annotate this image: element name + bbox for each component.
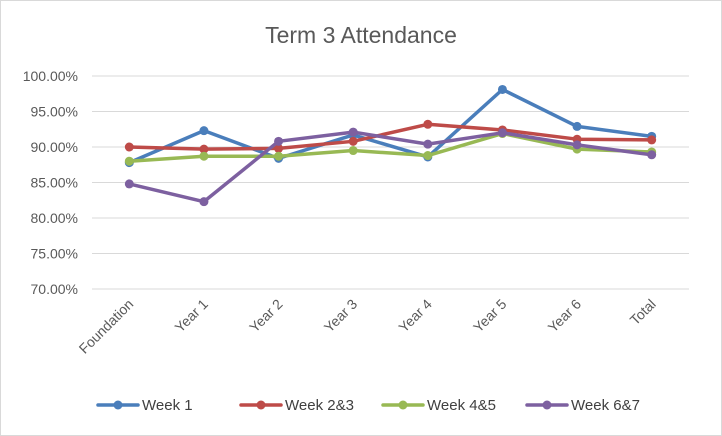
legend-marker xyxy=(256,400,266,410)
legend-marker xyxy=(113,400,123,410)
legend-marker xyxy=(398,400,408,410)
legend-item: Week 6&7 xyxy=(525,397,640,414)
legend-label: Week 1 xyxy=(142,397,193,414)
x-tick-label: Year 5 xyxy=(470,296,510,336)
data-point xyxy=(647,135,657,145)
data-point xyxy=(497,84,507,94)
data-point xyxy=(199,151,209,161)
data-point xyxy=(199,197,209,207)
legend-label: Week 2&3 xyxy=(285,397,354,414)
x-tick-label: Year 4 xyxy=(395,296,435,336)
y-tick-label: 95.00% xyxy=(31,104,78,120)
legend-label: Week 6&7 xyxy=(571,397,640,414)
y-tick-label: 90.00% xyxy=(31,139,78,155)
legend-item: Week 2&3 xyxy=(239,397,354,414)
data-point xyxy=(199,144,209,154)
data-point xyxy=(423,151,433,161)
data-point xyxy=(124,179,134,189)
data-point xyxy=(497,128,507,138)
series-line xyxy=(127,87,654,165)
data-point xyxy=(274,143,284,153)
series-lines xyxy=(124,84,657,207)
data-point xyxy=(274,151,284,161)
legend: Week 1 Week 2&3 Week 4&5 Week 6&7 xyxy=(96,397,640,414)
data-point xyxy=(423,119,433,129)
legend-marker xyxy=(542,400,552,410)
x-axis-labels: Foundation Year 1 Year 2 Year 3 Year 4 Year 5… xyxy=(76,296,659,357)
data-point xyxy=(274,136,284,146)
x-tick-label: Year 2 xyxy=(246,296,286,336)
legend-item: Week 4&5 xyxy=(381,397,496,414)
data-point xyxy=(348,127,358,137)
chart-title: Term 3 Attendance xyxy=(265,22,457,48)
y-tick-label: 85.00% xyxy=(31,175,78,191)
gridlines xyxy=(92,75,689,290)
data-point xyxy=(572,121,582,131)
data-point xyxy=(348,136,358,146)
x-tick-label: Total xyxy=(627,296,659,328)
data-point xyxy=(572,140,582,150)
series-line xyxy=(127,130,654,204)
y-tick-label: 80.00% xyxy=(31,210,78,226)
y-axis-labels: 100.00% 95.00% 90.00% 85.00% 80.00% 75.00% 70.… xyxy=(23,68,78,297)
x-tick-label: Year 1 xyxy=(171,296,211,336)
x-tick-label: Year 6 xyxy=(545,296,585,336)
x-tick-label: Year 3 xyxy=(321,296,361,336)
legend-item: Week 1 xyxy=(96,397,193,414)
data-point xyxy=(199,126,209,136)
data-point xyxy=(423,139,433,149)
series-line xyxy=(127,131,654,163)
data-point xyxy=(348,146,358,156)
data-point xyxy=(647,150,657,160)
x-tick-label: Foundation xyxy=(76,296,137,357)
series-line xyxy=(127,122,654,151)
data-point xyxy=(124,142,134,152)
data-point xyxy=(124,156,134,166)
legend-label: Week 4&5 xyxy=(427,397,496,414)
series-4 xyxy=(124,127,657,207)
y-tick-label: 75.00% xyxy=(31,246,78,262)
y-tick-label: 100.00% xyxy=(23,68,78,84)
y-tick-label: 70.00% xyxy=(31,281,78,297)
